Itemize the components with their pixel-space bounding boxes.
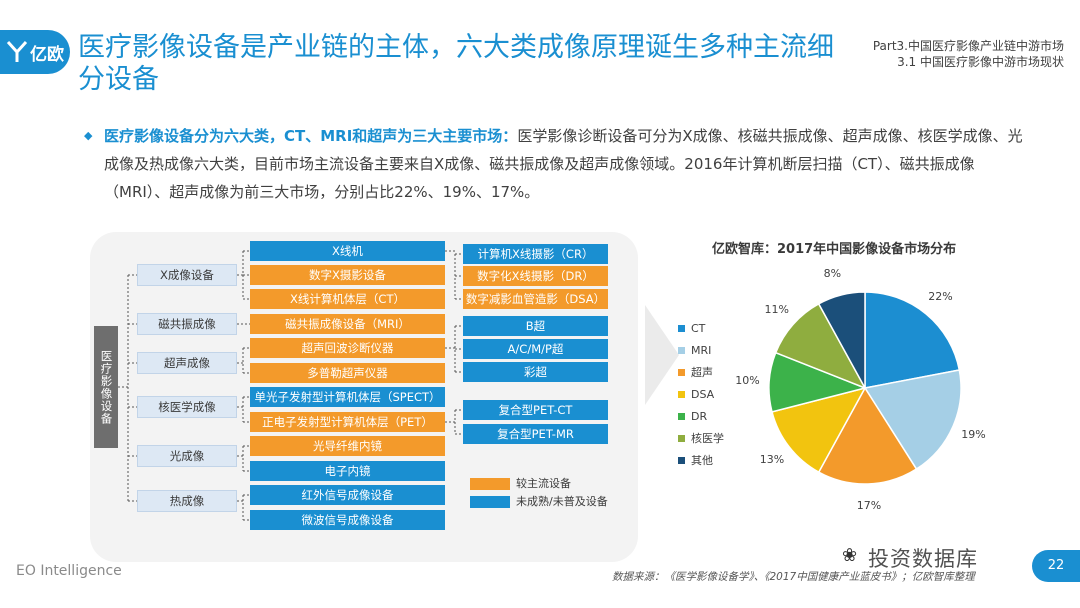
section-breadcrumb: Part3.中国医疗影像产业链中游市场 3.1 中国医疗影像中游市场现状 xyxy=(873,38,1064,70)
device-box: X线计算机体层（CT） xyxy=(250,289,445,309)
device-box: 多普勒超声仪器 xyxy=(250,363,445,383)
legend-swatch xyxy=(678,346,685,354)
legend-swatch xyxy=(678,324,685,332)
pie-label: 22% xyxy=(928,290,953,304)
legend-item: 核医学 xyxy=(678,432,724,446)
pie-label: 11% xyxy=(764,302,789,316)
category-thermal: 热成像 xyxy=(137,490,237,512)
chart-title: 亿欧智库：2017年中国影像设备市场分布 xyxy=(712,242,957,257)
device-box: 单光子发射型计算机体层（SPECT） xyxy=(250,387,445,407)
legend-item: DR xyxy=(678,410,707,424)
pie-label: 10% xyxy=(735,373,760,387)
legend-label: CT xyxy=(691,322,706,335)
logo-mark-icon xyxy=(6,40,28,62)
pie-slice-DSA xyxy=(771,386,867,474)
sub-device-box: A/C/M/P超 xyxy=(463,339,608,359)
legend-label: 核医学 xyxy=(691,432,724,445)
page-title: 医疗影像设备是产业链的主体，六大类成像原理诞生多种主流细分设备 xyxy=(78,32,834,95)
device-box: 正电子发射型计算机体层（PET） xyxy=(250,412,445,432)
legend-swatch xyxy=(678,368,685,376)
device-box: 数字X摄影设备 xyxy=(250,265,445,285)
bullet-diamond-icon: ◆ xyxy=(84,129,93,142)
device-box: X线机 xyxy=(250,241,445,261)
watermark: 投资数据库 xyxy=(868,547,978,571)
legend-item: 超声 xyxy=(678,366,713,380)
device-box: 电子内镜 xyxy=(250,461,445,481)
device-box: 红外信号成像设备 xyxy=(250,485,445,505)
sub-device-box: 数字减影血管造影（DSA） xyxy=(463,289,608,309)
pie-label: 8% xyxy=(823,266,842,280)
legend-label: MRI xyxy=(691,344,712,357)
lead-paragraph: ◆ 医疗影像设备分为六大类，CT、MRI和超声为三大主要市场：医学影像诊断设备可… xyxy=(84,122,1024,206)
device-box: 超声回波诊断仪器 xyxy=(250,338,445,358)
legend-swatch-immature xyxy=(470,496,510,508)
sub-device-box: 数字化X线摄影（DR） xyxy=(463,266,608,286)
legend-item: DSA xyxy=(678,388,714,402)
logo: 亿欧 xyxy=(0,30,70,74)
legend-swatch xyxy=(678,390,685,398)
sub-device-box: 计算机X线摄影（CR） xyxy=(463,244,608,264)
sub-device-box: B超 xyxy=(463,316,608,336)
legend-label: 超声 xyxy=(691,366,713,379)
legend-swatch xyxy=(678,412,685,420)
device-box: 磁共振成像设备（MRI） xyxy=(250,314,445,334)
sub-device-box: 复合型PET-CT xyxy=(463,400,608,420)
legend-swatch xyxy=(678,456,685,464)
legend-label-immature: 未成熟/未普及设备 xyxy=(516,495,608,508)
sub-device-box: 复合型PET-MR xyxy=(463,424,608,444)
category-optical: 光成像 xyxy=(137,445,237,467)
lead-highlight: 医疗影像设备分为六大类，CT、MRI和超声为三大主要市场： xyxy=(104,127,518,145)
legend-item: MRI xyxy=(678,344,711,358)
pie-label: 17% xyxy=(856,498,882,512)
legend-label: DSA xyxy=(691,388,715,401)
sub-device-box: 彩超 xyxy=(463,362,608,382)
legend-item: 其他 xyxy=(678,454,713,468)
legend-label: 其他 xyxy=(691,454,713,467)
pie-slice-其他 xyxy=(817,291,866,389)
tree-root: 医疗影像设备 xyxy=(94,326,118,448)
legend-swatch xyxy=(678,434,685,442)
brand-footer: EO Intelligence xyxy=(16,563,122,579)
pie-slice-MRI xyxy=(863,369,962,471)
breadcrumb-part: Part3.中国医疗影像产业链中游市场 xyxy=(872,39,1064,53)
logo-text: 亿欧 xyxy=(30,44,64,65)
wechat-icon: ❀ xyxy=(842,545,858,566)
pie-label: 19% xyxy=(961,427,986,441)
right-arrow-icon xyxy=(645,305,679,405)
category-ultrasound: 超声成像 xyxy=(137,352,237,374)
device-box: 微波信号成像设备 xyxy=(250,510,445,530)
pie-label: 13% xyxy=(759,453,785,467)
category-nuclear: 核医学成像 xyxy=(137,396,237,418)
lead-body: 医学影像诊断设备可分为X成像、核磁共振成像、超声成像、核医学成像、光成像及热成像… xyxy=(104,127,1023,201)
legend-item: CT xyxy=(678,322,705,336)
category-x-ray: X成像设备 xyxy=(137,264,237,286)
device-box: 光导纤维内镜 xyxy=(250,436,445,456)
pie-slice-CT xyxy=(864,291,961,389)
pie-slice-超声 xyxy=(817,386,918,485)
pie-slice-核医学 xyxy=(774,302,867,390)
data-source: 数据来源：《医学影像设备学》、《2017中国健康产业蓝皮书》；亿欧智库整理 xyxy=(612,571,975,583)
legend-label-mainstream: 较主流设备 xyxy=(516,477,571,490)
category-mri: 磁共振成像 xyxy=(137,313,237,335)
breadcrumb-section: 3.1 中国医疗影像中游市场现状 xyxy=(897,55,1064,69)
legend-label: DR xyxy=(691,410,708,423)
legend-swatch-mainstream xyxy=(470,478,510,490)
page-number: 22 xyxy=(1032,550,1080,582)
